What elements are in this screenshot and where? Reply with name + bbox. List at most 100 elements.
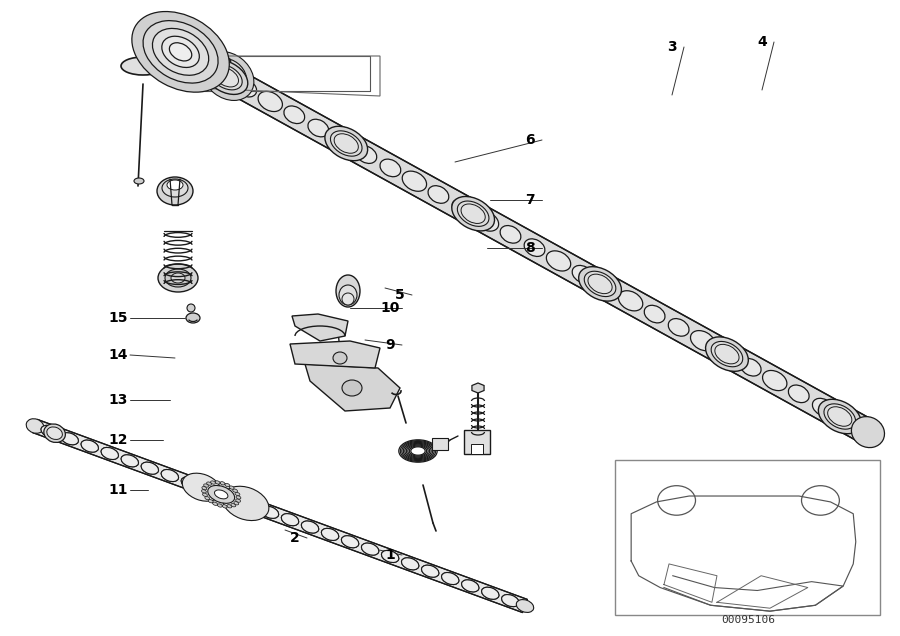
- Ellipse shape: [658, 521, 671, 530]
- Ellipse shape: [517, 600, 534, 612]
- Ellipse shape: [666, 531, 678, 541]
- Ellipse shape: [214, 67, 238, 87]
- Text: 13: 13: [108, 393, 128, 407]
- Ellipse shape: [428, 186, 449, 204]
- Ellipse shape: [187, 304, 195, 312]
- Ellipse shape: [186, 313, 200, 323]
- Text: 00095106: 00095106: [721, 615, 775, 625]
- Ellipse shape: [341, 536, 359, 548]
- Ellipse shape: [258, 92, 283, 111]
- Ellipse shape: [442, 572, 459, 584]
- Ellipse shape: [234, 502, 238, 505]
- Ellipse shape: [716, 345, 737, 363]
- Ellipse shape: [81, 440, 98, 452]
- Ellipse shape: [482, 587, 499, 599]
- Ellipse shape: [572, 265, 593, 283]
- Ellipse shape: [321, 529, 338, 541]
- Ellipse shape: [44, 424, 66, 443]
- Polygon shape: [292, 314, 348, 341]
- Ellipse shape: [210, 59, 247, 93]
- Ellipse shape: [41, 425, 58, 438]
- Ellipse shape: [644, 305, 665, 323]
- Polygon shape: [472, 383, 484, 393]
- Ellipse shape: [261, 506, 279, 518]
- Text: 6: 6: [526, 133, 535, 147]
- Ellipse shape: [851, 417, 885, 448]
- Ellipse shape: [227, 504, 232, 508]
- Ellipse shape: [222, 487, 269, 520]
- Polygon shape: [645, 518, 700, 568]
- Ellipse shape: [186, 52, 211, 72]
- Ellipse shape: [342, 293, 354, 305]
- Ellipse shape: [169, 43, 192, 61]
- Ellipse shape: [341, 536, 359, 548]
- Ellipse shape: [596, 279, 617, 296]
- Ellipse shape: [215, 481, 220, 484]
- Text: 5: 5: [395, 288, 405, 302]
- Ellipse shape: [715, 344, 739, 364]
- Polygon shape: [305, 364, 400, 411]
- Ellipse shape: [669, 319, 689, 336]
- Ellipse shape: [171, 273, 185, 283]
- Ellipse shape: [214, 490, 228, 499]
- Ellipse shape: [132, 11, 230, 92]
- Ellipse shape: [828, 407, 851, 426]
- Ellipse shape: [356, 146, 377, 163]
- Ellipse shape: [524, 239, 544, 256]
- Ellipse shape: [762, 370, 787, 391]
- Ellipse shape: [211, 64, 242, 90]
- Text: 11: 11: [108, 483, 128, 497]
- Ellipse shape: [122, 455, 139, 467]
- Ellipse shape: [236, 496, 241, 499]
- Ellipse shape: [401, 558, 419, 570]
- Ellipse shape: [818, 399, 861, 434]
- Ellipse shape: [218, 504, 222, 507]
- Bar: [615, 460, 880, 615]
- Ellipse shape: [205, 60, 248, 94]
- Ellipse shape: [217, 66, 239, 86]
- Ellipse shape: [382, 550, 399, 562]
- Ellipse shape: [462, 580, 479, 592]
- Ellipse shape: [500, 226, 521, 243]
- Ellipse shape: [41, 425, 58, 438]
- Text: 3: 3: [667, 40, 677, 54]
- Ellipse shape: [208, 485, 235, 503]
- Ellipse shape: [236, 80, 256, 97]
- Polygon shape: [737, 540, 759, 556]
- Ellipse shape: [81, 440, 98, 452]
- Ellipse shape: [362, 543, 379, 555]
- Ellipse shape: [588, 274, 612, 294]
- Ellipse shape: [813, 398, 833, 416]
- Ellipse shape: [183, 473, 220, 501]
- Ellipse shape: [202, 490, 206, 493]
- Ellipse shape: [225, 58, 231, 64]
- Ellipse shape: [482, 587, 499, 599]
- Ellipse shape: [741, 359, 761, 376]
- Ellipse shape: [221, 70, 234, 82]
- Ellipse shape: [61, 432, 78, 445]
- Polygon shape: [290, 341, 380, 368]
- Ellipse shape: [220, 481, 225, 485]
- Ellipse shape: [402, 171, 427, 191]
- Ellipse shape: [47, 427, 62, 439]
- Ellipse shape: [233, 489, 238, 492]
- Bar: [432, 438, 448, 450]
- Ellipse shape: [330, 131, 355, 151]
- Text: 14: 14: [108, 348, 128, 362]
- Ellipse shape: [474, 211, 499, 231]
- Ellipse shape: [658, 541, 671, 551]
- Bar: [464, 430, 490, 454]
- Ellipse shape: [421, 565, 439, 577]
- Ellipse shape: [152, 29, 209, 75]
- Ellipse shape: [202, 52, 254, 100]
- Ellipse shape: [334, 134, 358, 153]
- Ellipse shape: [711, 342, 742, 367]
- Bar: [471, 444, 483, 454]
- Ellipse shape: [824, 404, 856, 429]
- Text: 7: 7: [526, 193, 535, 207]
- Ellipse shape: [204, 482, 238, 506]
- Ellipse shape: [235, 492, 240, 495]
- Ellipse shape: [302, 521, 319, 533]
- Ellipse shape: [680, 531, 694, 541]
- Ellipse shape: [501, 595, 519, 607]
